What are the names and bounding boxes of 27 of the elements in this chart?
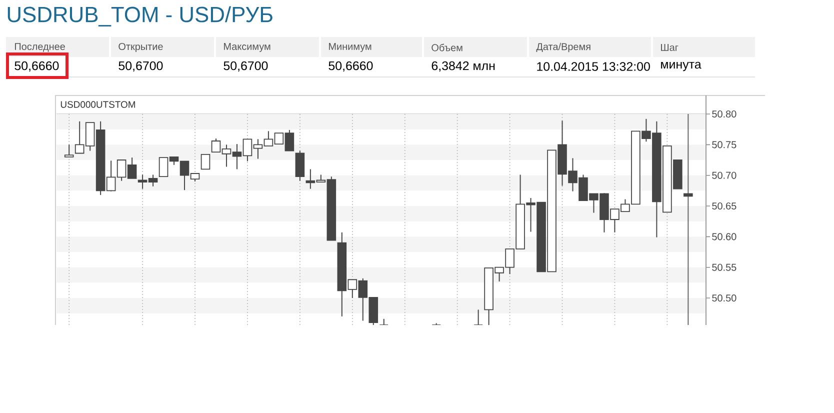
text: Минимум bbox=[329, 43, 372, 52]
y-tick-label: 50.50 bbox=[712, 294, 736, 302]
text: Дата/Время bbox=[536, 42, 590, 52]
y-tick-label: 50.65 bbox=[712, 202, 736, 210]
text: Последнее bbox=[14, 43, 65, 52]
y-tick-label: 50.80 bbox=[712, 110, 736, 118]
text: 50,6660 bbox=[14, 61, 59, 72]
text: Максимум bbox=[224, 43, 270, 52]
text: 50,6700 bbox=[224, 61, 268, 72]
text: 50,6700 bbox=[118, 61, 163, 72]
text: Объем bbox=[432, 44, 462, 52]
text: 6,3842 млн bbox=[432, 61, 495, 72]
candlestick bbox=[474, 309, 483, 326]
text: Шаг bbox=[661, 44, 678, 51]
text: Открытие bbox=[118, 42, 163, 52]
y-tick-label: 50.75 bbox=[712, 141, 736, 148]
text: USDRUB_TOM - USD/РУБ bbox=[8, 6, 272, 26]
chart-title: USD000UTSTOM bbox=[60, 101, 135, 108]
text: 50,6660 bbox=[328, 61, 373, 72]
candlestick bbox=[379, 318, 389, 326]
text: 10.04.2015 13:32:00 bbox=[537, 62, 650, 71]
y-tick-label: 50.55 bbox=[712, 264, 736, 271]
y-tick-label: 50.70 bbox=[712, 172, 736, 179]
text: минута bbox=[661, 62, 702, 72]
candlestick bbox=[432, 322, 441, 326]
candlestick bbox=[295, 150, 305, 182]
y-tick-label: 50.60 bbox=[712, 233, 736, 240]
